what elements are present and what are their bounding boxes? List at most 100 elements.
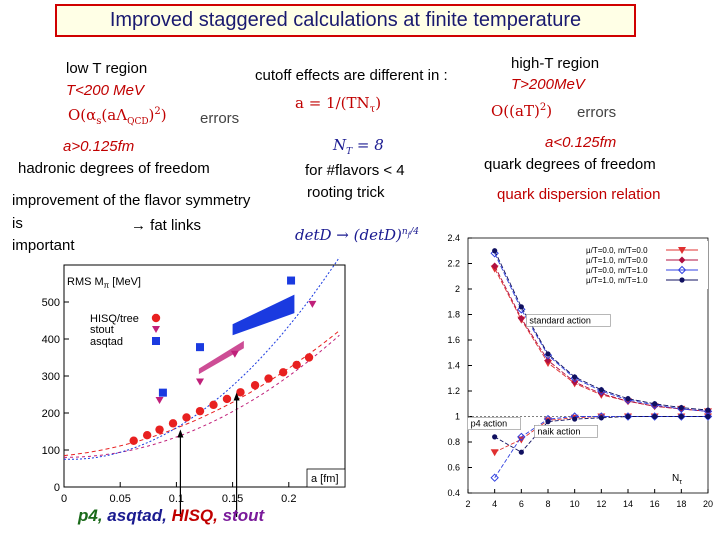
y-tick-label: 1.4 [447,361,460,371]
legend-label: asqtad [90,336,123,348]
x-axis-label: Nτ [672,473,682,486]
x-tick-label: 8 [545,499,550,509]
series-point [652,413,658,420]
data-point-hisq-tree [278,368,288,377]
series-point [625,396,631,402]
series-point [492,434,498,440]
series-point [598,415,604,421]
legend-marker [679,277,685,283]
legend-marker [151,313,161,323]
series-point [598,387,604,393]
dispersion-chart: 2 4 6 8 10 12 14 16 18 20 0.4 0.6 0.8 1 1.2 1.4 1.6 1.8 2 2… [447,233,713,509]
data-point-asqtad [196,343,205,352]
series-point [545,419,551,425]
high-t-errors: errors [577,104,617,121]
x-tick-label: 16 [650,499,660,509]
data-point-asqtad [287,276,296,285]
high-t-range: T>200MeV [511,76,585,93]
series-point [517,305,526,314]
annotation-label: p4 action [471,419,508,429]
y-tick-label: 0.8 [447,437,460,447]
x-tick-label: 10 [570,499,580,509]
legend-bg [582,241,708,289]
data-point-stout [196,378,205,386]
fat-links-text: → fat links [131,217,202,234]
data-point-hisq-tree [222,394,232,404]
flavor-line1: improvement of the flavor symmetry [12,192,251,209]
series-point [490,449,499,457]
data-point-stout [308,300,317,308]
hisq-fit [63,330,340,457]
high-t-dof: quark degrees of freedom [484,156,656,173]
x-tick-label: 4 [492,499,497,509]
y-tick-label: 400 [42,334,60,346]
slide-title: Improved staggered calculations at finit… [109,9,582,31]
data-point-hisq-tree [168,419,178,428]
series-point [518,304,524,310]
series-point [491,262,499,270]
legend-label: μ/T=1.0, m/T=0.0 [586,256,648,265]
annotation-box [534,425,598,438]
data-point-hisq-tree [250,381,260,390]
legend-marker [678,256,686,264]
low-t-dof: hadronic degrees of freedom [18,160,210,177]
det-formula: detD → (detD)nf/4 [295,226,420,244]
legend-label: μ/T=0.0, m/T=1.0 [586,266,648,275]
cutoff-text: cutoff effects are different in : [255,67,448,84]
series-point [703,412,713,421]
data-point-hisq-tree [195,406,205,416]
y-tick-label: 0.4 [447,488,460,498]
arrow-head [177,429,184,438]
x-tick-label: 0.2 [281,493,296,505]
data-point-hisq-tree [236,388,245,397]
y-tick-label: 200 [42,408,60,420]
low-t-label: low T region [66,60,148,77]
y-tick-label: 0 [54,482,60,494]
data-point-stout [155,397,164,405]
series-point [650,412,659,421]
high-t-formula: O((aT)2) [491,102,553,120]
high-t-spacing: a<0.125fm [545,134,617,151]
plot-frame [63,264,346,488]
low-t-errors: errors [200,110,240,127]
x-tick-label: 0 [61,493,67,505]
legend-marker [678,247,686,254]
y-tick-label: 2.2 [447,259,460,269]
low-t-range: T<200 MeV [66,82,144,99]
x-label-box [306,468,346,488]
legend-label: μ/T=1.0, m/T=1.0 [586,276,648,285]
x-tick-label: 0.1 [169,493,184,505]
low-t-formula: O(αs(aΛQCD)2) [68,106,167,127]
low-t-spacing: a>0.125fm [63,138,135,155]
x-tick-label: 14 [623,499,633,509]
legend-marker [152,326,160,333]
asqtad-band [232,294,295,336]
series-point [490,249,499,258]
series-point [623,412,633,421]
high-t-label: high-T region [511,55,600,72]
y-tick-label: 0.6 [447,463,460,473]
series-point [652,401,658,407]
caption-asqtad: asqtad, [107,506,167,525]
y-tick-label: 2 [455,284,460,294]
series-point [545,351,551,357]
series-point [518,449,524,455]
x-axis-label: a [fm] [311,473,339,485]
y-tick-label: 1 [455,412,460,422]
legend-label: HISQ/tree [90,313,139,325]
x-tick-label: 2 [465,499,470,509]
series-point [517,314,525,322]
data-point-hisq-tree [304,353,314,362]
series-point [490,473,499,482]
x-tick-label: 6 [519,499,524,509]
annotation-label: naik action [537,426,580,436]
stout-fit [63,334,340,458]
data-point-hisq-tree [142,431,152,440]
flavor-line3: important [12,237,75,254]
y-tick-label: 2.4 [447,233,460,243]
series-point [517,432,526,442]
data-point-asqtad [158,388,167,397]
y-tick-label: 1.2 [447,386,460,396]
series-line [494,416,708,453]
